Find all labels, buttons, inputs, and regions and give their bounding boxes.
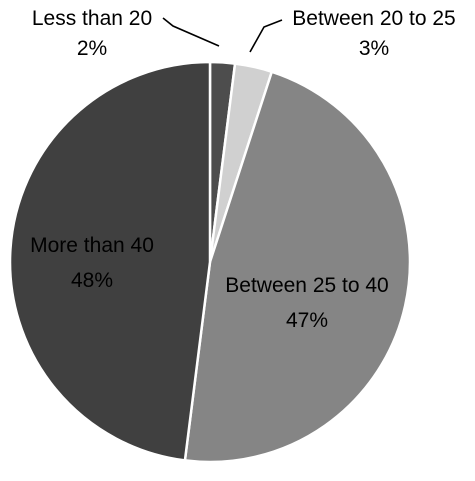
slice-label-less-than-20: Less than 20: [32, 7, 152, 30]
pie-slice-between-25-to-40: [183, 70, 412, 464]
slice-label-between-25-to-40: Between 25 to 40: [225, 274, 388, 297]
slice-value-more-than-40: 48%: [71, 269, 113, 292]
pie-slice-more-than-40: [8, 60, 212, 462]
leader-line-between-20-to-25: [249, 19, 283, 53]
leader-line-less-than-20: [162, 17, 220, 47]
slice-label-between-20-to-25: Between 20 to 25: [292, 7, 455, 30]
slice-value-less-than-20: 2%: [77, 37, 107, 60]
slice-value-between-20-to-25: 3%: [359, 37, 389, 60]
slice-label-more-than-40: More than 40: [30, 234, 154, 257]
slice-value-between-25-to-40: 47%: [286, 309, 328, 332]
labels-layer: Less than 20 2% Between 20 to 25 3% Betw…: [30, 7, 456, 332]
slices-layer: [8, 60, 412, 464]
leader-lines-layer: [162, 17, 283, 53]
